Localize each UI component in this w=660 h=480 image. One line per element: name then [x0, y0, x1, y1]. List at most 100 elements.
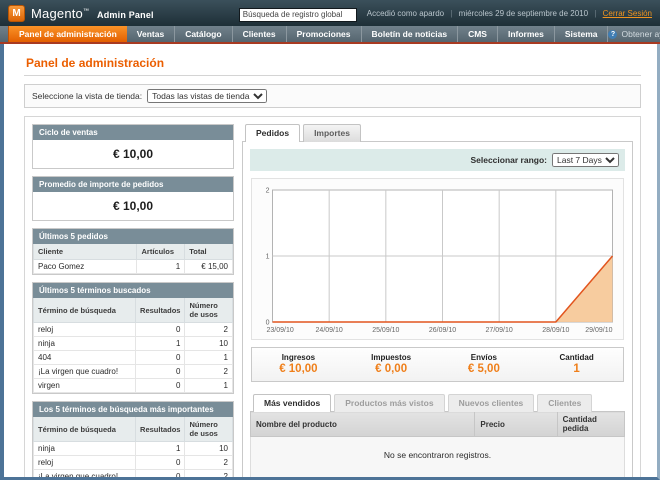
tab-pedidos[interactable]: Pedidos	[245, 124, 301, 142]
total-ingresos: Ingresos € 10,00	[279, 353, 318, 375]
column-header: Término de búsqueda	[32, 417, 137, 442]
svg-text:1: 1	[266, 254, 270, 261]
nav-item-sistema[interactable]: Sistema	[555, 26, 609, 42]
range-bar: Seleccionar rango: Last 7 Days	[250, 149, 625, 171]
totals-bar: Ingresos € 10,00 Impuestos € 0,00 Envíos…	[251, 347, 624, 382]
table-row[interactable]: reloj 0 2	[32, 455, 233, 470]
svg-text:28/09/10: 28/09/10	[542, 327, 569, 334]
page-help-link[interactable]: ? Obtener ayuda para esta página	[608, 26, 660, 42]
nav-item-catalogo[interactable]: Catálogo	[175, 26, 233, 42]
last-search-terms-box: Últimos 5 términos buscados Término de b…	[32, 282, 234, 394]
total-envios: Envíos € 5,00	[467, 353, 500, 375]
page-body: Panel de administración Seleccione la vi…	[0, 44, 660, 480]
global-search-input[interactable]	[238, 7, 357, 22]
svg-text:24/09/10: 24/09/10	[316, 327, 343, 334]
logged-in-as: Accedió como apardo	[366, 8, 445, 18]
chart-panel: Seleccionar rango: Last 7 Days 0 1 2 23/09/…	[242, 141, 633, 477]
products-tabs: Más vendidos Productos más vistos Nuevos…	[250, 394, 625, 412]
tab-clientes[interactable]: Clientes	[537, 394, 593, 412]
trademark-mark: ™	[83, 8, 90, 15]
column-header: Resultados	[135, 298, 186, 323]
app-header: M Magento™ Admin Panel Accedió como apar…	[0, 0, 660, 26]
column-header: Precio	[474, 411, 558, 437]
brand-name: Magento	[31, 5, 83, 21]
average-orders-title: Promedio de importe de pedidos	[33, 177, 233, 192]
help-label: Obtener ayuda para esta página	[621, 29, 660, 39]
total-impuestos: Impuestos € 0,00	[371, 353, 412, 375]
last-orders-table: Cliente Artículos Total Paco Gomez 1 € 1…	[32, 244, 233, 274]
empty-message: No se encontraron registros.	[250, 436, 625, 477]
tab-nuevos-clientes[interactable]: Nuevos clientes	[447, 394, 535, 412]
orders-chart: 0 1 2 23/09/10 24/09/10 25/09/10 26/09/10 27/09…	[251, 178, 624, 340]
column-header: Artículos	[136, 244, 186, 260]
store-view-bar: Seleccione la vista de tienda: Todas las…	[24, 84, 641, 108]
dashboard-main: Pedidos Importes Seleccionar rango: Last…	[242, 124, 633, 477]
column-header: Cantidad pedida	[556, 411, 626, 437]
products-table: Nombre del producto Precio Cantidad pedi…	[249, 411, 626, 477]
table-row[interactable]: Paco Gomez 1 € 15,00	[32, 259, 233, 274]
svg-text:23/09/10: 23/09/10	[267, 327, 294, 334]
svg-text:25/09/10: 25/09/10	[372, 327, 399, 334]
column-header: Resultados	[135, 417, 186, 442]
table-row[interactable]: ¡La virgen que cuadro! 0 2	[32, 469, 233, 477]
table-row[interactable]: reloj 0 2	[32, 322, 233, 337]
column-header: Nombre del producto	[249, 411, 476, 437]
last-search-terms-title: Últimos 5 términos buscados	[33, 283, 233, 298]
nav-item-cms[interactable]: CMS	[458, 26, 498, 42]
average-orders-value: € 10,00	[112, 199, 154, 213]
average-orders-box: Promedio de importe de pedidos € 10,00	[32, 176, 234, 221]
brand-suffix: Admin Panel	[97, 9, 154, 20]
orders-area-chart: 0 1 2 23/09/10 24/09/10 25/09/10 26/09/10 27/09…	[266, 188, 614, 334]
dashboard-sidebar: Ciclo de ventas € 10,00 Promedio de impo…	[32, 124, 234, 477]
tab-mas-vendidos[interactable]: Más vendidos	[253, 394, 332, 412]
current-date: miércoles 29 de septiembre de 2010	[458, 8, 589, 18]
last-orders-title: Últimos 5 pedidos	[33, 229, 233, 244]
store-view-select[interactable]: Todas las vistas de tienda	[147, 89, 268, 103]
nav-item-boletin[interactable]: Boletín de noticias	[362, 26, 459, 42]
range-label: Seleccionar rango:	[470, 155, 547, 165]
top-search-terms-table: Término de búsqueda Resultados Número de…	[32, 417, 233, 477]
nav-item-ventas[interactable]: Ventas	[127, 26, 176, 42]
range-select[interactable]: Last 7 Days	[552, 153, 619, 167]
table-row[interactable]: ¡La virgen que cuadro! 0 2	[32, 364, 233, 379]
global-search	[238, 4, 357, 22]
tab-productos-mas-vistos[interactable]: Productos más vistos	[334, 394, 445, 412]
column-header: Cliente	[32, 244, 138, 260]
nav-item-promociones[interactable]: Promociones	[287, 26, 362, 42]
nav-divider	[0, 42, 660, 44]
top-search-terms-title: Los 5 términos de búsqueda más important…	[33, 402, 233, 417]
column-header: Total	[184, 244, 233, 260]
table-row[interactable]: 404 0 1	[32, 350, 233, 365]
nav-item-clientes[interactable]: Clientes	[233, 26, 287, 42]
svg-text:27/09/10: 27/09/10	[486, 327, 513, 334]
svg-text:2: 2	[266, 188, 270, 195]
page-title: Panel de administración	[26, 56, 165, 70]
table-row[interactable]: virgen 0 1	[32, 378, 233, 393]
logout-link[interactable]: Cerrar Sesión	[602, 8, 652, 18]
top-search-terms-box: Los 5 términos de búsqueda más important…	[32, 401, 234, 477]
svg-text:0: 0	[266, 320, 270, 327]
tab-importes[interactable]: Importes	[303, 124, 361, 142]
nav-item-informes[interactable]: Informes	[498, 26, 555, 42]
dashboard-container: Ciclo de ventas € 10,00 Promedio de impo…	[24, 116, 641, 477]
title-divider	[24, 75, 641, 76]
help-icon: ?	[608, 29, 618, 39]
column-header: Número de usos	[184, 417, 233, 442]
main-nav: Panel de administración Ventas Catálogo …	[0, 26, 660, 42]
last-search-terms-table: Término de búsqueda Resultados Número de…	[32, 298, 233, 393]
column-header: Término de búsqueda	[32, 298, 137, 323]
total-cantidad: Cantidad 1	[559, 353, 594, 375]
nav-item-dashboard[interactable]: Panel de administración	[8, 26, 127, 42]
brand-title: Magento™ Admin Panel	[31, 6, 154, 21]
lifetime-sales-box: Ciclo de ventas € 10,00	[32, 124, 234, 169]
column-header: Número de usos	[184, 298, 233, 323]
svg-text:29/09/10: 29/09/10	[585, 327, 612, 334]
last-orders-box: Últimos 5 pedidos Cliente Artículos Tota…	[32, 228, 234, 275]
lifetime-sales-title: Ciclo de ventas	[33, 125, 233, 140]
session-info: Accedió como apardo | miércoles 29 de se…	[366, 8, 652, 18]
table-row[interactable]: ninja 1 10	[32, 336, 233, 351]
lifetime-sales-value: € 10,00	[112, 147, 154, 161]
magento-logo-icon: M	[8, 4, 25, 22]
table-row[interactable]: ninja 1 10	[32, 441, 233, 456]
chart-tabs: Pedidos Importes	[242, 124, 633, 142]
